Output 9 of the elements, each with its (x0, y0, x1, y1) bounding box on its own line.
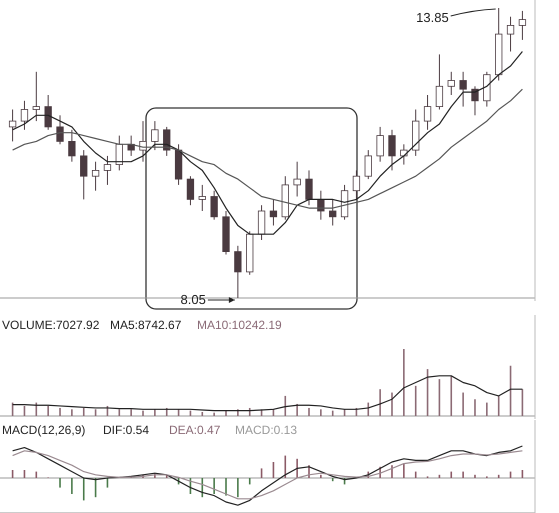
text: DIF:0.54 (103, 423, 150, 437)
text: MA5:8742.67 (110, 318, 182, 332)
text: DEA:0.47 (169, 423, 221, 437)
text: MA10:10242.19 (197, 318, 282, 332)
text: MACD(12,26,9) (2, 423, 86, 437)
annotation: 13.85 (416, 10, 449, 25)
annotation: 8.05 (180, 292, 206, 307)
text: VOLUME:7027.92 (2, 318, 100, 332)
text: MACD:0.13 (235, 423, 298, 437)
